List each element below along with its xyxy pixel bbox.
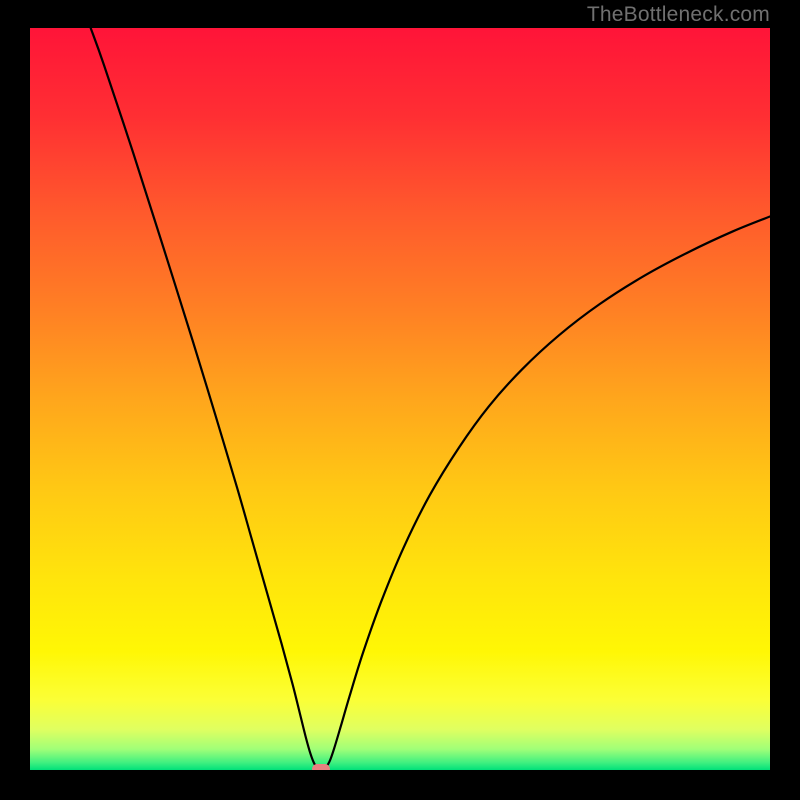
watermark-text: TheBottleneck.com bbox=[587, 3, 770, 27]
minimum-marker bbox=[312, 764, 330, 770]
plot-area bbox=[30, 28, 770, 770]
curve-svg bbox=[30, 28, 770, 770]
curve-path bbox=[91, 28, 770, 770]
